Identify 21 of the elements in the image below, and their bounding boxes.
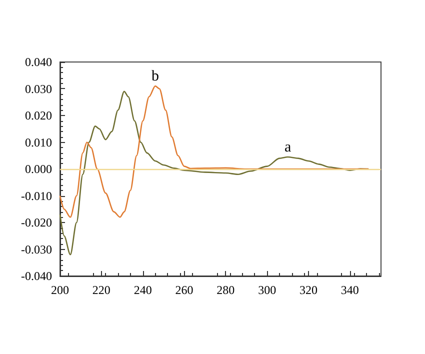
y-tick-label: 0.020 xyxy=(25,108,52,122)
x-tick-label: 260 xyxy=(175,283,194,297)
x-tick-label: 300 xyxy=(258,283,276,297)
y-tick-label: -0.010 xyxy=(21,188,52,203)
y-tick-label: 0.000 xyxy=(25,162,52,176)
y-tick-label: -0.030 xyxy=(21,242,52,256)
y-tick-label: -0.020 xyxy=(21,216,52,230)
x-tick-label: 340 xyxy=(340,283,359,297)
x-tick-label: 220 xyxy=(92,283,110,297)
line-series xyxy=(59,90,370,256)
annotation: a xyxy=(284,139,292,156)
line-series xyxy=(59,85,370,218)
y-tick-label: 0.040 xyxy=(25,55,52,69)
x-tick-label: 200 xyxy=(51,283,69,297)
x-tick-label: 240 xyxy=(134,283,152,297)
y-tick-label: -0.040 xyxy=(21,269,52,283)
annotation: b xyxy=(152,68,160,85)
y-tick-label: 0.010 xyxy=(25,135,52,150)
x-tick-label: 280 xyxy=(216,283,235,297)
x-tick-label: 320 xyxy=(300,283,318,297)
y-tick-label: 0.030 xyxy=(25,82,52,96)
